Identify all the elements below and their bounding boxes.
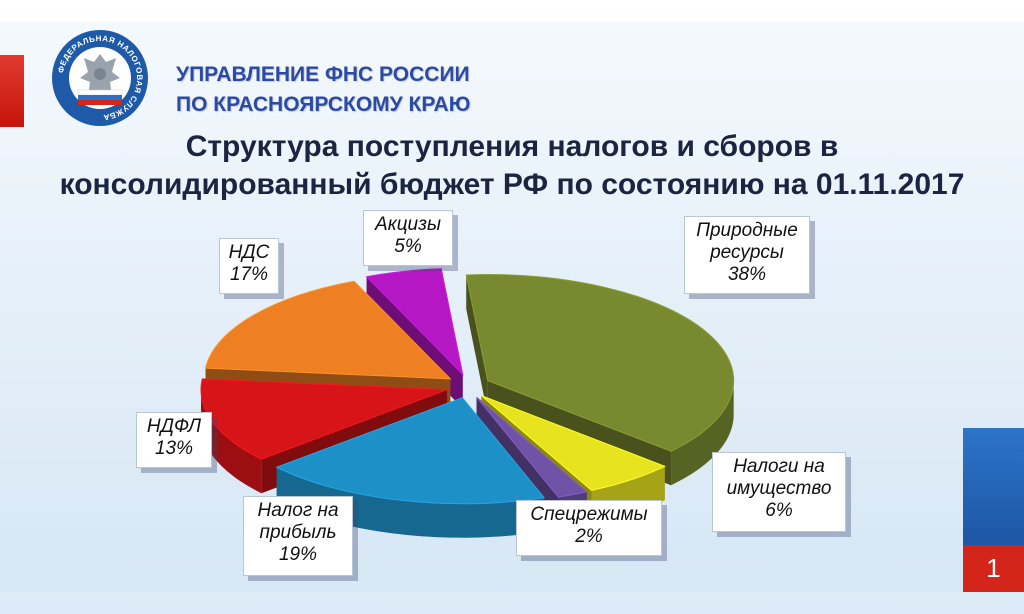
slice-label-value: 13% bbox=[154, 438, 194, 459]
slice-label-value: 38% bbox=[727, 264, 767, 285]
slice-label-text: Спецрежимы bbox=[530, 504, 648, 525]
slice-label-text: Акцизы bbox=[375, 214, 441, 235]
pie-slice-top bbox=[275, 397, 546, 505]
org-title: УПРАВЛЕНИЕ ФНС РОССИИ ПО КРАСНОЯРСКОМУ К… bbox=[176, 60, 470, 120]
pie-slice-top bbox=[365, 268, 464, 376]
flag-decoration bbox=[963, 428, 1024, 592]
slice-label-value: 2% bbox=[575, 526, 603, 547]
org-title-line2: ПО КРАСНОЯРСКОМУ КРАЮ bbox=[176, 93, 471, 116]
slice-label-value: 5% bbox=[394, 236, 422, 257]
flag-red-band bbox=[963, 545, 1024, 592]
slice-label-value: 19% bbox=[278, 544, 318, 565]
chart-title-line2: консолидированный бюджет РФ по состоянию… bbox=[59, 168, 965, 201]
slice-label-text: прибыль bbox=[259, 522, 337, 543]
slice-label-text: НДФЛ bbox=[146, 416, 202, 437]
slice-label-specrezhimy: Спецрежимы 2% bbox=[516, 500, 662, 556]
slice-label-text: Налоги на bbox=[733, 456, 825, 477]
org-title-line1: УПРАВЛЕНИЕ ФНС РОССИИ bbox=[176, 63, 470, 86]
pie-slice-top bbox=[476, 396, 588, 498]
slice-label-text: Налог на bbox=[257, 500, 339, 521]
pie-slice-side-wall bbox=[466, 274, 488, 415]
flag-blue-band bbox=[963, 428, 1024, 545]
slice-label-ndfl: НДФЛ 13% bbox=[136, 412, 212, 468]
slice-label-text: НДС bbox=[228, 242, 270, 263]
slice-label-text: ресурсы bbox=[710, 242, 784, 263]
pie-slice-top bbox=[481, 395, 667, 491]
page-number: 1 bbox=[986, 553, 1001, 583]
slice-label-prirodnye-resursy: Природные ресурсы 38% bbox=[684, 216, 810, 294]
slice-label-nalog-na-pribyl: Налог на прибыль 19% bbox=[243, 496, 353, 576]
slice-label-akcizy: Акцизы 5% bbox=[363, 210, 453, 266]
pie-slice-top bbox=[200, 378, 448, 460]
slice-label-nalogi-na-imushchestvo: Налоги на имущество 6% bbox=[712, 452, 846, 532]
slice-label-nds: НДС 17% bbox=[219, 238, 279, 294]
fns-emblem-logo: ФЕДЕРАЛЬНАЯ НАЛОГОВАЯ СЛУЖБА bbox=[50, 28, 150, 128]
slice-label-text: имущество bbox=[726, 478, 832, 499]
slice-label-text: Природные bbox=[696, 220, 798, 241]
eagle-icon bbox=[80, 54, 120, 96]
pie-slice-top bbox=[204, 280, 452, 380]
chart-title: Структура поступления налогов и сборов в… bbox=[0, 128, 1024, 204]
slice-label-value: 6% bbox=[765, 500, 793, 521]
pie-slice-top bbox=[465, 274, 735, 452]
slice-label-value: 17% bbox=[229, 264, 269, 285]
left-red-tab bbox=[0, 55, 24, 127]
pie-slice-outer-wall bbox=[201, 389, 262, 494]
chart-title-line1: Структура поступления налогов и сборов в bbox=[185, 130, 839, 163]
